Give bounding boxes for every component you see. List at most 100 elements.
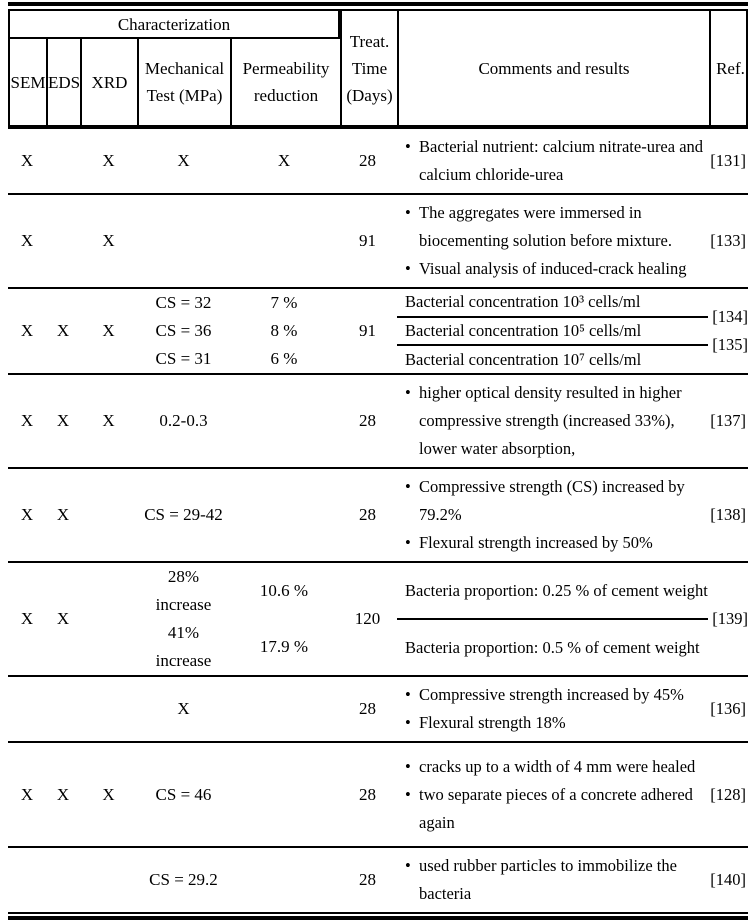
permeability-value: 7 %	[270, 293, 298, 312]
page: Characterization SEM EDS XRD Mechanical …	[8, 2, 748, 920]
comment-item: • Flexural strength 18%	[405, 709, 566, 737]
cell-comments: • The aggregates were immersed in biocem…	[397, 195, 709, 287]
cell-comments: • used rubber particles to immobilize th…	[397, 848, 709, 912]
column-header-sem: SEM	[10, 39, 48, 125]
comment-text: two separate pieces of a concrete adhere…	[419, 784, 693, 832]
table-row: X 28 • Compressive strength increased by…	[8, 677, 748, 743]
table-row: X X 91 • The aggregates were immersed in…	[8, 195, 748, 289]
bullet-marker: •	[405, 713, 411, 732]
permeability-value: 6 %	[270, 349, 298, 368]
cell-sem: X	[20, 784, 34, 804]
cell-mechanical: X	[177, 151, 190, 170]
bullet-marker: •	[405, 756, 411, 776]
cell-comments: • Compressive strength increased by 45% …	[397, 677, 709, 741]
bullet-marker: •	[405, 383, 411, 402]
cell-sem: X	[20, 231, 34, 250]
comment-text: used rubber particles to immobilize the …	[419, 856, 677, 903]
comment-item: • Flexural strength increased by 50%	[405, 529, 653, 557]
bullet-marker: •	[405, 259, 411, 278]
bullet-marker: •	[405, 137, 411, 156]
cell-mechanical	[137, 195, 230, 287]
cell-comments-ref: Bacterial concentration 10³ cells/ml Bac…	[397, 289, 748, 373]
characterization-table: Characterization SEM EDS XRD Mechanical …	[8, 2, 748, 920]
column-header-permeability: Permeability reduction	[242, 59, 330, 105]
cell-eds: X	[56, 505, 70, 524]
column-header-xrd: XRD	[82, 39, 139, 125]
comment-text: Visual analysis of induced-crack healing	[419, 259, 687, 278]
cell-treat-time: 28	[359, 151, 376, 170]
table-row: X X 28% increase 41% increase 10.6 % 17.…	[8, 563, 748, 677]
cell-treat-time: 120	[354, 609, 381, 628]
cell-comments: • cracks up to a width of 4 mm were heal…	[397, 743, 709, 846]
cell-sem	[8, 677, 46, 741]
comment-text: Compressive strength (CS) increased by 7…	[419, 477, 685, 524]
cell-treat-time: 91	[359, 321, 376, 340]
cell-sem: X	[20, 411, 34, 430]
bullet-marker: •	[405, 856, 411, 875]
cell-eds: X	[56, 321, 70, 340]
comment-text: Compressive strength increased by 45%	[419, 685, 684, 704]
comment-text: higher optical density resulted in highe…	[419, 383, 682, 458]
cell-permeability: 10.6 % 17.9 %	[230, 563, 338, 675]
cell-sem: X	[20, 609, 34, 628]
mechanical-value: 28% increase	[155, 567, 212, 614]
comment-text: Bacterial nutrient: calcium nitrate-urea…	[419, 137, 704, 184]
ref-label: [137]	[710, 411, 746, 430]
table-row: X X X CS = 46 28 • cracks up to a width …	[8, 743, 748, 848]
column-header-eds: EDS	[48, 39, 82, 125]
cell-eds: X	[56, 411, 70, 430]
permeability-value: 8 %	[270, 321, 298, 340]
cell-xrd	[80, 848, 137, 912]
column-header-ref: Ref.	[716, 58, 745, 78]
table-header: Characterization SEM EDS XRD Mechanical …	[8, 9, 748, 129]
cell-mechanical: CS = 29.2	[149, 870, 218, 889]
cell-xrd: X	[102, 411, 115, 430]
comment-item: Bacteria proportion: 0.5 % of cement wei…	[397, 618, 748, 675]
comment-item: • Bacterial nutrient: calcium nitrate-ur…	[405, 133, 707, 189]
cell-treat-time: 28	[359, 870, 376, 889]
cell-xrd: X	[102, 151, 115, 170]
cell-comments: • Compressive strength (CS) increased by…	[397, 469, 709, 561]
cell-sem	[8, 848, 46, 912]
ref-label: [131]	[710, 151, 746, 170]
table-row: X X X CS = 32 CS = 36 CS = 31 7 % 8 % 6 …	[8, 289, 748, 375]
comment-item: • Compressive strength increased by 45%	[405, 681, 684, 709]
comment-text: Flexural strength increased by 50%	[419, 533, 653, 552]
bullet-marker: •	[405, 685, 411, 704]
cell-treat-time: 28	[359, 699, 376, 718]
permeability-value: 17.9 %	[259, 637, 309, 656]
comment-item: Bacterial concentration 10⁷ cells/ml	[397, 344, 748, 373]
mechanical-value: 41% increase	[155, 623, 212, 670]
bullet-marker: •	[405, 203, 411, 222]
ref-label: [133]	[710, 231, 746, 250]
comment-text: The aggregates were immersed in biocemen…	[419, 203, 672, 250]
ref-label: [140]	[710, 870, 746, 889]
mechanical-value: CS = 32	[155, 293, 212, 312]
cell-mechanical: 28% increase 41% increase	[137, 563, 230, 675]
cell-treat-time: 28	[359, 411, 376, 430]
cell-xrd: X	[102, 231, 115, 250]
mechanical-value: CS = 36	[155, 321, 212, 340]
cell-permeability: X	[277, 151, 291, 170]
cell-xrd: X	[102, 321, 115, 340]
cell-eds	[46, 848, 80, 912]
table-row: X X X 0.2-0.3 28 • higher optical densit…	[8, 375, 748, 469]
cell-mechanical: CS = 32 CS = 36 CS = 31	[137, 289, 230, 373]
cell-mechanical: CS = 29-42	[144, 505, 223, 524]
cell-treat-time: 28	[359, 505, 376, 524]
cell-comments: • Bacterial nutrient: calcium nitrate-ur…	[397, 129, 709, 193]
comment-item: • cracks up to a width of 4 mm were heal…	[405, 753, 695, 781]
ref-label: [139]	[708, 609, 748, 629]
cell-mechanical: X	[177, 699, 190, 718]
cell-xrd	[80, 677, 137, 741]
comment-item: • Compressive strength (CS) increased by…	[405, 473, 707, 529]
column-header-mechanical-test: Mechanical Test (MPa)	[139, 39, 232, 125]
cell-permeability: 7 % 8 % 6 %	[230, 289, 338, 373]
cell-eds: X	[56, 609, 70, 628]
column-header-comments: Comments and results	[399, 11, 711, 125]
comment-item: Bacteria proportion: 0.25 % of cement we…	[405, 580, 708, 600]
cell-permeability	[230, 375, 338, 467]
bullet-marker: •	[405, 784, 411, 804]
ref-label: [138]	[710, 505, 746, 524]
cell-permeability	[230, 195, 338, 287]
